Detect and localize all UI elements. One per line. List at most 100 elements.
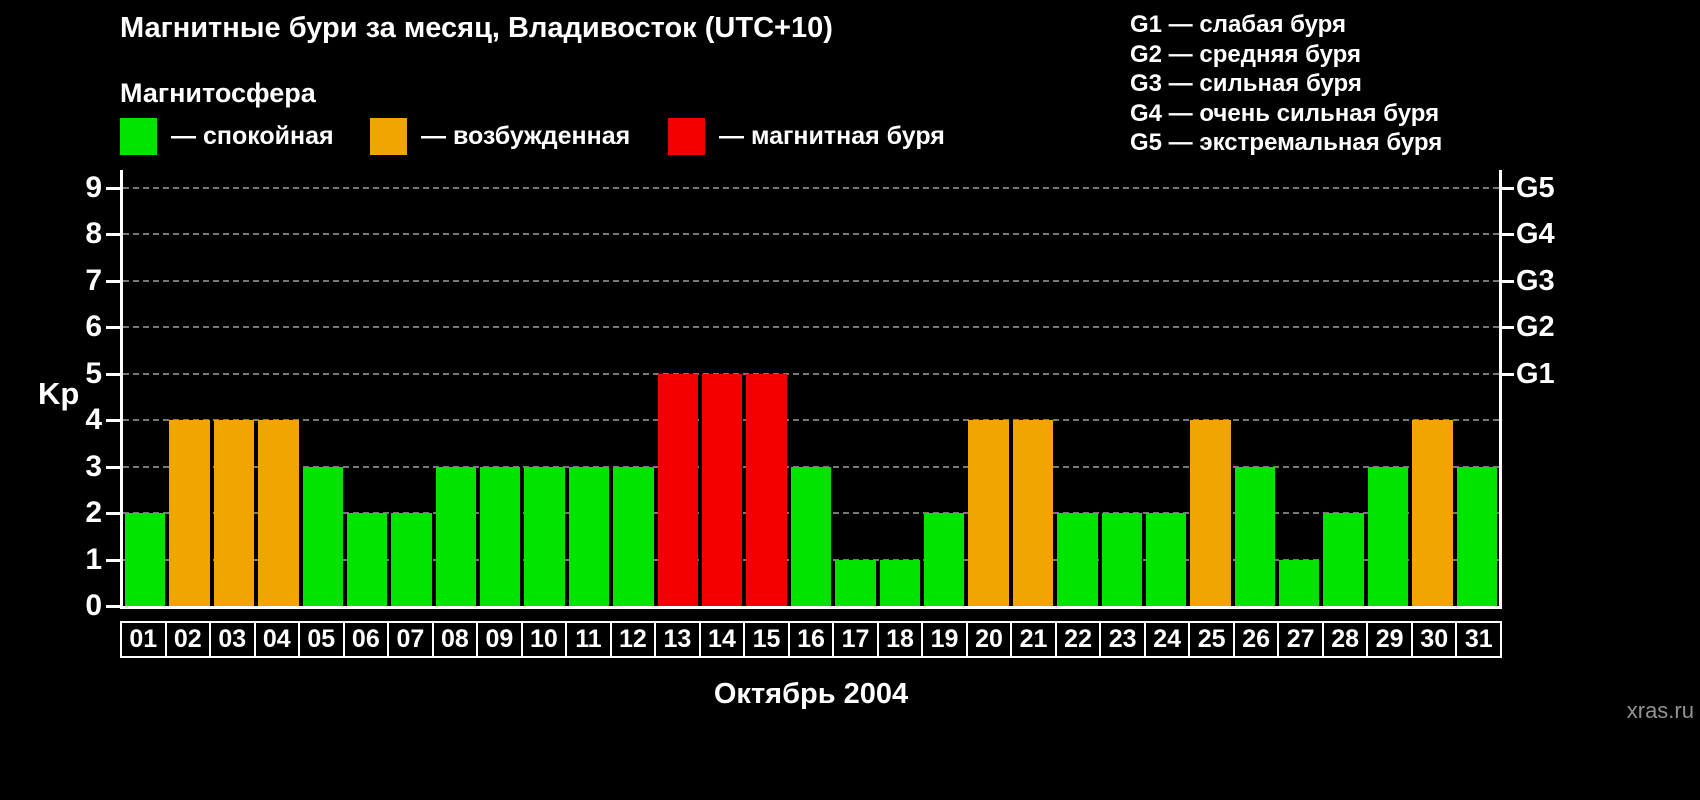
g-axis-tick-G1 — [1499, 372, 1514, 376]
y-axis-label-8: 8 — [85, 217, 102, 250]
bar-day-25 — [1190, 420, 1231, 606]
day-label-10: 10 — [520, 621, 568, 658]
bar-day-07 — [391, 513, 432, 606]
bar-day-15 — [746, 373, 787, 606]
gridline-kp-5 — [123, 372, 1499, 375]
y-axis-label-3: 3 — [85, 449, 102, 483]
y-axis-label-7: 7 — [85, 263, 102, 297]
y-axis-label-1: 1 — [85, 542, 102, 576]
bar-day-31 — [1456, 466, 1497, 606]
legend-item-quiet: — спокойная — [120, 118, 334, 155]
day-label-06: 06 — [342, 621, 390, 658]
day-label-04: 04 — [253, 621, 301, 658]
legend-label-quiet: — спокойная — [171, 122, 334, 150]
y-axis-tick-1 — [106, 558, 120, 562]
bar-day-23 — [1101, 513, 1142, 606]
bar-day-27 — [1279, 559, 1320, 606]
y-axis-tick-2 — [106, 512, 120, 515]
gridline-kp-6 — [123, 326, 1499, 328]
bar-day-30 — [1412, 420, 1453, 606]
y-axis-label-5: 5 — [85, 356, 102, 390]
y-axis-tick-4 — [106, 419, 120, 422]
day-label-03: 03 — [209, 621, 256, 658]
bar-day-10 — [524, 466, 565, 606]
y-axis-label-2: 2 — [85, 496, 102, 529]
bar-day-11 — [568, 466, 610, 606]
bar-day-17 — [835, 559, 876, 606]
g-axis-label-G3: G3 — [1516, 264, 1555, 297]
y-axis-label-0: 0 — [85, 589, 102, 622]
quiet-swatch-icon — [120, 118, 157, 155]
g-legend-line-1: G1 — слабая буря — [1130, 11, 1347, 38]
bar-day-13 — [657, 373, 699, 606]
g-axis-tick-G5 — [1499, 186, 1514, 190]
y-axis-label-6: 6 — [85, 310, 102, 343]
y-axis-tick-5 — [106, 372, 120, 376]
g-axis-label-G2: G2 — [1516, 311, 1555, 343]
y-axis-tick-7 — [106, 279, 120, 283]
day-axis: 01 02 03 04 05 06 07 08 09 10 11 12 13 14 15 16 17 18 19 20… — [120, 621, 1502, 658]
bar-day-05 — [302, 466, 343, 606]
bar-day-09 — [480, 466, 521, 606]
day-label-07: 07 — [387, 621, 434, 658]
day-label-01: 01 — [120, 621, 167, 658]
day-label-09: 09 — [476, 621, 523, 658]
day-label-28: 28 — [1321, 621, 1369, 658]
bar-day-12 — [613, 466, 654, 606]
watermark: xras.ru — [1626, 698, 1694, 723]
day-label-08: 08 — [431, 621, 479, 658]
day-label-18: 18 — [876, 621, 924, 658]
bar-day-24 — [1145, 513, 1187, 606]
bar-day-21 — [1012, 420, 1054, 606]
g-scale-legend: G1 — слабая буря G2 — средняя буря G3 — … — [1130, 10, 1442, 158]
day-label-13: 13 — [654, 621, 701, 658]
day-label-22: 22 — [1054, 621, 1102, 658]
day-label-16: 16 — [787, 621, 835, 658]
legend-item-storm: — магнитная буря — [668, 118, 945, 155]
day-label-11: 11 — [565, 621, 612, 658]
day-label-30: 30 — [1410, 621, 1458, 658]
g-axis-label-G5: G5 — [1516, 171, 1555, 204]
g-axis-tick-G3 — [1499, 279, 1514, 283]
bar-day-22 — [1057, 513, 1098, 606]
bar-day-29 — [1367, 466, 1409, 606]
gridline-kp-4 — [123, 419, 1499, 421]
legend-label-storm: — магнитная буря — [719, 122, 945, 150]
day-label-26: 26 — [1232, 621, 1280, 658]
day-label-15: 15 — [743, 621, 790, 658]
y-axis-tick-8 — [106, 233, 120, 236]
bar-day-02 — [169, 420, 210, 606]
g-axis-label-G4: G4 — [1516, 218, 1555, 250]
day-label-29: 29 — [1366, 621, 1413, 658]
day-label-27: 27 — [1277, 621, 1324, 658]
bar-day-20 — [968, 420, 1009, 606]
g-axis-label-G1: G1 — [1516, 357, 1555, 390]
g-legend-line-4: G4 — очень сильная буря — [1130, 99, 1440, 127]
bar-day-26 — [1234, 466, 1276, 606]
day-label-24: 24 — [1143, 621, 1191, 658]
day-label-14: 14 — [698, 621, 746, 658]
day-label-19: 19 — [921, 621, 968, 658]
g-axis-tick-G2 — [1499, 326, 1514, 329]
y-axis-label-4: 4 — [85, 403, 102, 436]
bar-day-08 — [435, 466, 477, 606]
y-axis-title: Kp — [38, 376, 80, 411]
day-label-20: 20 — [965, 621, 1013, 658]
bar-day-19 — [923, 513, 965, 606]
bar-day-18 — [879, 559, 920, 606]
bar-day-01 — [125, 513, 166, 606]
day-label-21: 21 — [1010, 621, 1057, 658]
g-legend-line-5: G5 — экстремальная буря — [1130, 129, 1443, 156]
y-axis-tick-9 — [106, 186, 120, 190]
bar-day-14 — [702, 373, 743, 606]
gridline-kp-8 — [123, 233, 1499, 235]
gridline-kp-9 — [123, 186, 1499, 189]
bar-day-16 — [790, 466, 832, 606]
legend-label-excited: — возбужденная — [421, 122, 631, 150]
legend-item-excited: — возбужденная — [370, 118, 630, 155]
y-axis-label-9: 9 — [85, 170, 102, 204]
bar-day-03 — [213, 420, 255, 606]
y-axis-tick-0 — [106, 605, 120, 608]
x-axis-title: Октябрь 2004 — [713, 678, 909, 710]
